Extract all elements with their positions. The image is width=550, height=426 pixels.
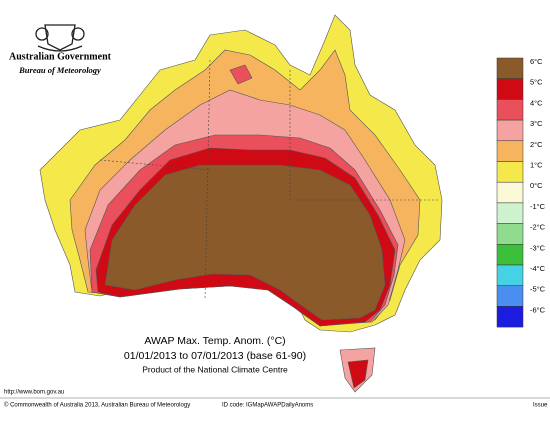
legend-swatch bbox=[496, 223, 524, 245]
footer-url: http://www.bom.gov.au bbox=[4, 390, 64, 396]
footer-copyright: © Commonwealth of Australia 2013, Austra… bbox=[4, 402, 190, 409]
legend-swatch bbox=[496, 181, 524, 204]
legend-swatch bbox=[496, 99, 524, 121]
legend-swatch bbox=[496, 161, 524, 183]
crest bbox=[35, 24, 85, 52]
legend-label: -3°C bbox=[530, 243, 546, 252]
map-product: Product of the National Climate Centre bbox=[142, 364, 288, 374]
legend: 6°C 5°C 4°C 3°C 2°C 1°C 0°C -1°C -2°C -3°C -4°C -5°… bbox=[496, 57, 546, 328]
footer-id-code: ID code: IGMapAWAPDailyAnoms bbox=[222, 403, 313, 409]
map-period: 01/01/2013 to 07/01/2013 (base 61-90) bbox=[124, 350, 306, 362]
legend-label: 3°C bbox=[530, 119, 543, 128]
legend-label: 1°C bbox=[530, 160, 543, 169]
legend-swatch bbox=[496, 78, 524, 100]
legend-swatch bbox=[496, 57, 524, 79]
australia-map bbox=[39, 14, 443, 393]
legend-label: -5°C bbox=[530, 285, 546, 294]
bureau-name: Bureau of Meteorology bbox=[18, 65, 101, 75]
legend-swatch bbox=[496, 285, 524, 307]
legend-swatch bbox=[496, 140, 524, 162]
legend-swatch bbox=[496, 306, 524, 328]
legend-swatch bbox=[496, 244, 524, 266]
legend-label: -6°C bbox=[530, 305, 546, 314]
legend-label: 6°C bbox=[530, 57, 543, 66]
legend-label: 2°C bbox=[530, 140, 543, 149]
legend-swatch bbox=[496, 119, 524, 142]
government-name: Australian Government bbox=[9, 51, 112, 62]
legend-label: -2°C bbox=[530, 223, 546, 232]
legend-label: -4°C bbox=[530, 264, 546, 273]
legend-label: 5°C bbox=[530, 78, 543, 87]
legend-label: 0°C bbox=[530, 181, 543, 190]
footer-issue: Issue bbox=[533, 403, 548, 409]
legend-label: 4°C bbox=[530, 98, 543, 107]
legend-swatch bbox=[496, 264, 524, 286]
legend-label: -1°C bbox=[530, 202, 546, 211]
legend-swatch bbox=[496, 202, 524, 224]
map-title: AWAP Max. Temp. Anom. (°C) bbox=[144, 335, 285, 347]
